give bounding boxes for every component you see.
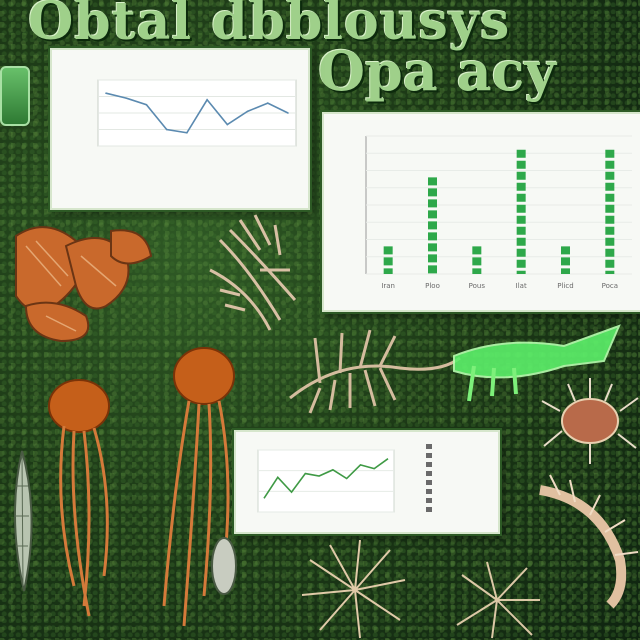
data-point <box>105 92 107 94</box>
striped-seed-pod <box>14 450 33 592</box>
category-label: Pous <box>469 282 486 290</box>
data-point <box>287 112 289 114</box>
category-label: Ploo <box>425 282 440 290</box>
data-point <box>165 128 168 131</box>
red-spiky-creature <box>541 378 639 464</box>
category-label: Plicd <box>557 282 573 290</box>
line-chart-panel-bottom <box>234 430 500 534</box>
orange-shell-cluster <box>15 226 153 343</box>
line-chart-panel-top <box>50 48 310 210</box>
legend-swatch <box>426 498 432 503</box>
data-point <box>266 102 269 104</box>
bone-coral-creature <box>209 214 297 331</box>
data-point <box>125 97 128 99</box>
series-line <box>263 458 389 499</box>
legend-swatch <box>426 480 432 485</box>
legend-swatch <box>426 462 432 467</box>
category-label: Iran <box>381 282 395 290</box>
line-chart-bottom <box>257 444 432 513</box>
skeletal-fish <box>289 329 461 414</box>
bar-chart-panel: Iran Ploo Pous Ilat Plicd Poca <box>322 112 640 312</box>
category-label: Poca <box>602 282 618 290</box>
line-chart-top <box>97 79 297 147</box>
data-point <box>206 99 208 101</box>
title-line-1: Obtal dbblousys <box>28 0 511 52</box>
legend-swatch <box>426 471 432 476</box>
tan-sea-anemone-small <box>456 561 540 639</box>
legend-swatch <box>426 453 432 458</box>
plot-area <box>257 449 395 513</box>
series-line <box>105 92 289 134</box>
bar-chart: Iran Ploo Pous Ilat Plicd Poca <box>365 135 632 290</box>
legend-swatch <box>426 507 432 512</box>
data-point <box>226 123 229 126</box>
tan-sea-anemone <box>301 540 406 639</box>
legend-swatch <box>426 489 432 494</box>
glowing-green-creature <box>453 324 621 402</box>
data-point <box>145 103 148 106</box>
small-seed-pod <box>211 537 237 595</box>
data-point <box>186 132 188 134</box>
beige-shrimp-creature <box>539 474 639 609</box>
green-clip-icon <box>0 66 30 126</box>
data-point <box>246 110 249 113</box>
category-label: Ilat <box>516 282 527 290</box>
legend-swatch <box>426 444 432 449</box>
title-line-2: Opa acy <box>318 39 556 103</box>
